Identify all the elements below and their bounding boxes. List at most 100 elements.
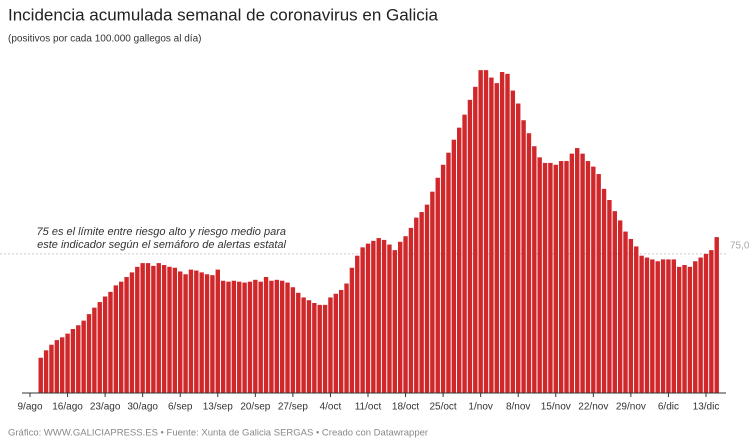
bar: [129, 272, 135, 393]
bar: [489, 77, 494, 394]
bar: [279, 280, 285, 393]
bar: [451, 139, 457, 393]
x-tick-label: 25/oct: [429, 402, 456, 413]
x-tick-label: 13/sep: [203, 402, 233, 413]
bar: [258, 281, 263, 393]
x-tick-label: 11/oct: [355, 402, 382, 413]
x-tick-label: 8/nov: [506, 402, 530, 413]
bar: [617, 220, 623, 393]
bar: [435, 177, 440, 393]
x-tick-label: 23/ago: [90, 402, 121, 413]
bar: [247, 281, 253, 393]
bar: [660, 259, 666, 393]
bar: [296, 292, 301, 393]
bar: [553, 164, 558, 393]
bar: [349, 267, 355, 393]
bar: [612, 211, 617, 393]
bar: [387, 244, 392, 393]
bar: [306, 300, 312, 393]
x-tick-label: 1/nov: [468, 402, 492, 413]
bar: [634, 246, 639, 393]
bar: [365, 243, 371, 393]
x-tick-label: 27/sep: [278, 402, 308, 413]
x-tick-label: 6/sep: [168, 402, 193, 413]
bar: [43, 350, 49, 393]
bar: [419, 212, 424, 393]
bar: [156, 263, 161, 393]
bar: [569, 153, 575, 393]
bar: [532, 146, 537, 393]
bar: [414, 217, 419, 393]
bar: [290, 287, 296, 393]
bar: [360, 247, 365, 393]
bar: [371, 240, 376, 393]
bar: [693, 261, 698, 393]
bar: [113, 285, 119, 393]
bar: [403, 236, 408, 393]
bar: [714, 237, 719, 393]
bar: [70, 328, 76, 393]
annotation: este indicador según el semáforo de aler…: [37, 239, 286, 251]
bar: [473, 86, 478, 393]
bar: [494, 83, 499, 393]
bar: [585, 161, 591, 393]
bar: [81, 320, 86, 393]
bar: [516, 103, 521, 394]
bar: [591, 166, 596, 393]
bar: [526, 133, 532, 393]
bar: [676, 266, 682, 393]
bar: [151, 265, 156, 393]
bar: [355, 255, 360, 393]
bar: [521, 120, 526, 393]
x-tick-label: 4/oct: [320, 402, 342, 413]
bar: [242, 282, 247, 393]
bar: [483, 70, 489, 393]
bar: [178, 271, 183, 393]
bar: [204, 274, 210, 393]
bar: [575, 148, 580, 393]
bar: [97, 302, 102, 393]
bar: [446, 152, 451, 393]
x-tick-label: 22/nov: [578, 402, 608, 413]
bar: [108, 291, 113, 393]
bar: [596, 174, 601, 393]
x-tick-label: 16/ago: [52, 402, 83, 413]
x-tick-label: 15/nov: [541, 402, 571, 413]
bar: [505, 73, 510, 393]
bar: [709, 250, 714, 393]
bar: [54, 340, 60, 393]
x-tick-label: 13/dic: [693, 402, 720, 413]
bar: [639, 255, 644, 393]
bar: [317, 304, 322, 393]
bar: [687, 266, 693, 393]
bar: [59, 337, 65, 393]
bar: [698, 257, 703, 393]
bar: [226, 281, 231, 393]
bar: [478, 70, 483, 393]
bar: [338, 290, 344, 393]
bar: [210, 275, 215, 393]
bar: [580, 153, 585, 393]
bar: [215, 269, 220, 393]
bar: [682, 264, 687, 393]
bar: [542, 162, 548, 393]
x-tick-label: 9/ago: [17, 402, 42, 413]
bar: [135, 266, 140, 393]
bar: [558, 161, 564, 393]
bar: [457, 127, 462, 394]
bar: [408, 227, 414, 393]
bar: [263, 277, 269, 393]
bar: [344, 283, 349, 393]
bar: [397, 241, 403, 393]
bar: [172, 267, 178, 393]
bar: [231, 280, 237, 393]
bar: [537, 157, 542, 393]
bar: [65, 333, 70, 393]
annotation: 75 es el límite entre riesgo alto y ries…: [37, 226, 286, 238]
bar: [140, 263, 145, 393]
bar: [76, 325, 81, 393]
bar: [92, 307, 97, 393]
bar: [381, 239, 387, 393]
bar: [86, 314, 92, 393]
